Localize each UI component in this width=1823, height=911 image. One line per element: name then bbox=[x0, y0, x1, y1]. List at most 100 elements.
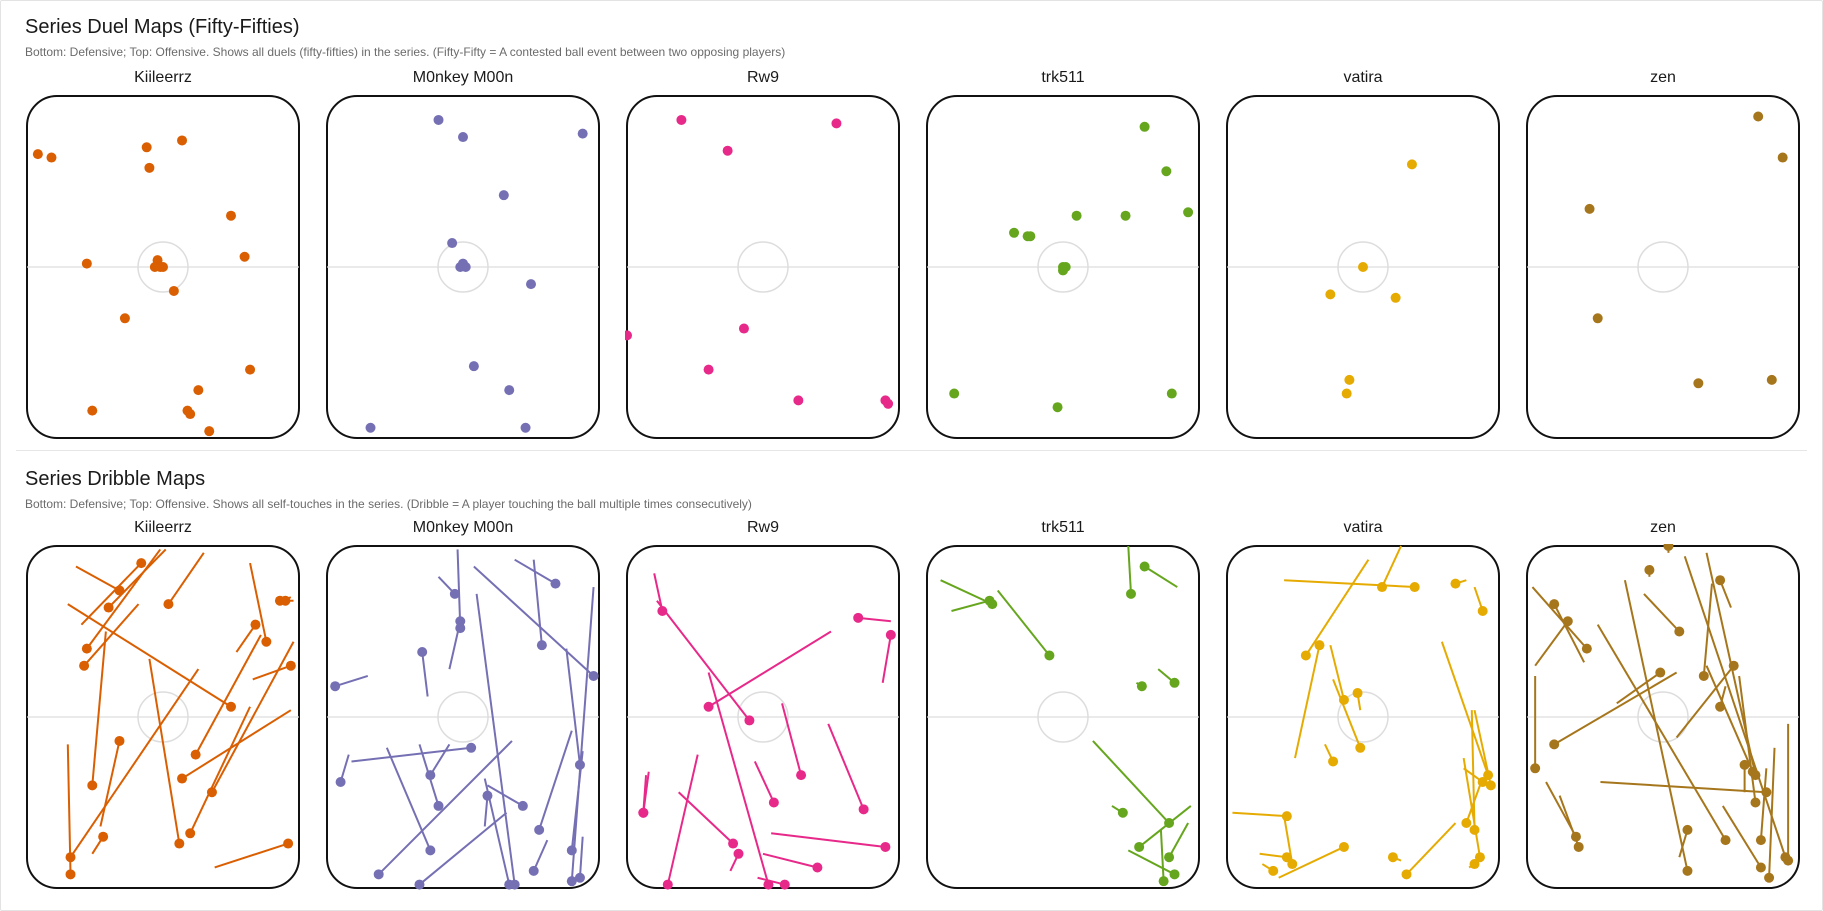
duel-point bbox=[676, 114, 687, 125]
dribble-end-point bbox=[1268, 865, 1279, 876]
dribble-path bbox=[429, 743, 451, 776]
dribble-end-point bbox=[550, 578, 561, 589]
dribble-end-point bbox=[1755, 835, 1766, 846]
dribble-end-point bbox=[136, 558, 147, 569]
dribble-end-point bbox=[1474, 852, 1485, 863]
dribble-end-point bbox=[1530, 763, 1541, 774]
dribble-path bbox=[107, 548, 167, 609]
dribble-end-point bbox=[1314, 640, 1325, 651]
dribble-end-point bbox=[1300, 650, 1311, 661]
dribble-end-point bbox=[1570, 831, 1581, 842]
dribble-path bbox=[83, 603, 140, 667]
dribble-end-point bbox=[1783, 855, 1794, 866]
dribble-path bbox=[194, 634, 262, 756]
dribble-end-point bbox=[1044, 650, 1055, 661]
dribble-path bbox=[80, 562, 142, 626]
center-circle bbox=[1037, 241, 1089, 293]
dribble-end-point bbox=[1655, 667, 1666, 678]
dribble-player-name: Rw9 bbox=[746, 519, 779, 536]
dribble-path bbox=[753, 761, 775, 803]
dribble-maps-subtitle: Bottom: Defensive; Top: Offensive. Shows… bbox=[25, 497, 752, 511]
dribble-pitch-svg bbox=[26, 545, 300, 889]
duel-point bbox=[1766, 374, 1777, 385]
dribble-end-point bbox=[1549, 739, 1560, 750]
duel-point bbox=[1390, 292, 1401, 303]
dribble-path bbox=[148, 658, 181, 844]
duel-point bbox=[193, 385, 204, 396]
dribble-path bbox=[418, 744, 440, 807]
duel-point bbox=[365, 422, 376, 433]
dribble-end-point bbox=[114, 735, 125, 746]
duel-point bbox=[504, 385, 515, 396]
dribble-end-point bbox=[1287, 859, 1298, 870]
dribble-end-point bbox=[1682, 865, 1693, 876]
dribble-end-point bbox=[280, 595, 291, 606]
dribble-path bbox=[656, 600, 751, 722]
duel-point bbox=[141, 142, 152, 153]
duel-point bbox=[87, 405, 98, 416]
dribble-end-point bbox=[768, 797, 779, 808]
dribble-end-point bbox=[1581, 643, 1592, 654]
dribble-path bbox=[1127, 545, 1132, 594]
dribble-path bbox=[1329, 644, 1345, 701]
dribble-path bbox=[1534, 620, 1569, 667]
dribble-end-point bbox=[885, 629, 896, 640]
dribble-end-point bbox=[1720, 835, 1731, 846]
dribble-end-point bbox=[81, 643, 92, 654]
duel-point bbox=[204, 426, 215, 437]
dribble-end-point bbox=[285, 660, 296, 671]
dribble-path bbox=[1738, 675, 1757, 803]
duel-point bbox=[168, 285, 179, 296]
duel-point bbox=[177, 135, 188, 146]
dribble-end-point bbox=[87, 780, 98, 791]
dribble-end-point bbox=[79, 660, 90, 671]
center-circle bbox=[1637, 691, 1689, 743]
dribble-end-point bbox=[796, 770, 807, 781]
duel-player-name: trk511 bbox=[1041, 69, 1085, 86]
dribble-end-point bbox=[1750, 797, 1761, 808]
dribble-pitch-svg bbox=[1226, 545, 1500, 889]
duel-point bbox=[883, 398, 894, 409]
dribble-end-point bbox=[190, 749, 201, 760]
duel-pitch-svg bbox=[1526, 95, 1800, 439]
dribble-end-point bbox=[330, 681, 341, 692]
dribble-path bbox=[189, 706, 251, 834]
dribble-end-point bbox=[1164, 852, 1175, 863]
dribble-path bbox=[1702, 583, 1713, 677]
dribble-path bbox=[334, 675, 369, 688]
dribble-end-point bbox=[1573, 841, 1584, 852]
dribble-end-point bbox=[1328, 756, 1339, 767]
dribble-end-point bbox=[574, 759, 585, 770]
dribble-end-point bbox=[638, 807, 649, 818]
duel-point bbox=[1166, 388, 1177, 399]
duel-point bbox=[577, 128, 588, 139]
dribble-pitch-svg bbox=[626, 545, 900, 890]
dribble-path bbox=[75, 565, 120, 592]
duel-point bbox=[1052, 402, 1063, 413]
dribble-path bbox=[1675, 665, 1735, 739]
duel-point bbox=[185, 409, 196, 420]
dribble-player-name: zen bbox=[1650, 519, 1676, 536]
dribble-end-point bbox=[250, 619, 261, 630]
dribble-path bbox=[1092, 740, 1170, 824]
dribble-pitch-svg bbox=[1526, 544, 1800, 889]
dribble-path bbox=[1159, 829, 1165, 882]
center-circle bbox=[437, 241, 489, 293]
dribble-pitch-svg bbox=[326, 545, 600, 890]
dribble-end-point bbox=[574, 872, 585, 883]
duel-point bbox=[1183, 207, 1194, 218]
dribble-end-point bbox=[1169, 869, 1180, 880]
duel-point bbox=[1341, 388, 1352, 399]
dribble-path bbox=[1332, 679, 1362, 749]
dribble-end-point bbox=[528, 865, 539, 876]
duel-point bbox=[949, 388, 960, 399]
dribble-end-point bbox=[177, 773, 188, 784]
dribble-path bbox=[1643, 593, 1681, 633]
dribble-end-point bbox=[1485, 780, 1496, 791]
duel-point bbox=[468, 361, 479, 372]
duel-point bbox=[46, 152, 57, 163]
dribble-path bbox=[351, 746, 472, 763]
dribble-end-point bbox=[466, 742, 477, 753]
dribble-path bbox=[1553, 603, 1586, 663]
duel-point bbox=[520, 422, 531, 433]
